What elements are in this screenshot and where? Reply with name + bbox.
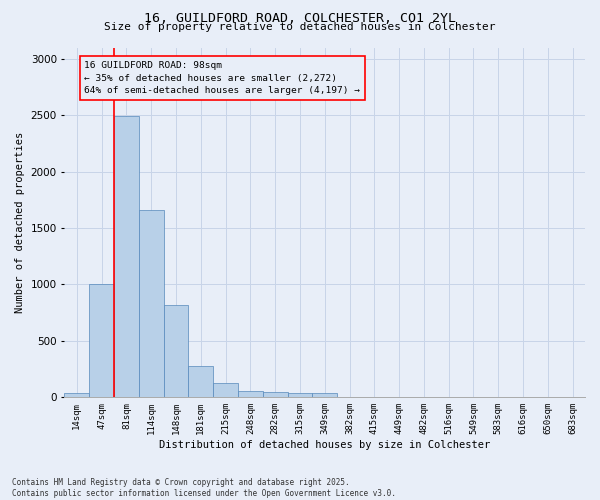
Bar	[188, 366, 213, 398]
Bar	[337, 397, 362, 398]
Bar	[164, 305, 188, 398]
Bar	[139, 210, 164, 398]
Y-axis label: Number of detached properties: Number of detached properties	[15, 132, 25, 313]
Text: 16, GUILDFORD ROAD, COLCHESTER, CO1 2YL: 16, GUILDFORD ROAD, COLCHESTER, CO1 2YL	[144, 12, 456, 26]
Text: Size of property relative to detached houses in Colchester: Size of property relative to detached ho…	[104, 22, 496, 32]
Bar	[238, 391, 263, 398]
Bar	[114, 116, 139, 398]
Text: Contains HM Land Registry data © Crown copyright and database right 2025.
Contai: Contains HM Land Registry data © Crown c…	[12, 478, 396, 498]
Bar	[263, 392, 287, 398]
Bar	[89, 284, 114, 398]
X-axis label: Distribution of detached houses by size in Colchester: Distribution of detached houses by size …	[159, 440, 490, 450]
Text: 16 GUILDFORD ROAD: 98sqm
← 35% of detached houses are smaller (2,272)
64% of sem: 16 GUILDFORD ROAD: 98sqm ← 35% of detach…	[84, 61, 360, 95]
Bar	[287, 393, 313, 398]
Bar	[313, 394, 337, 398]
Bar	[213, 382, 238, 398]
Bar	[64, 393, 89, 398]
